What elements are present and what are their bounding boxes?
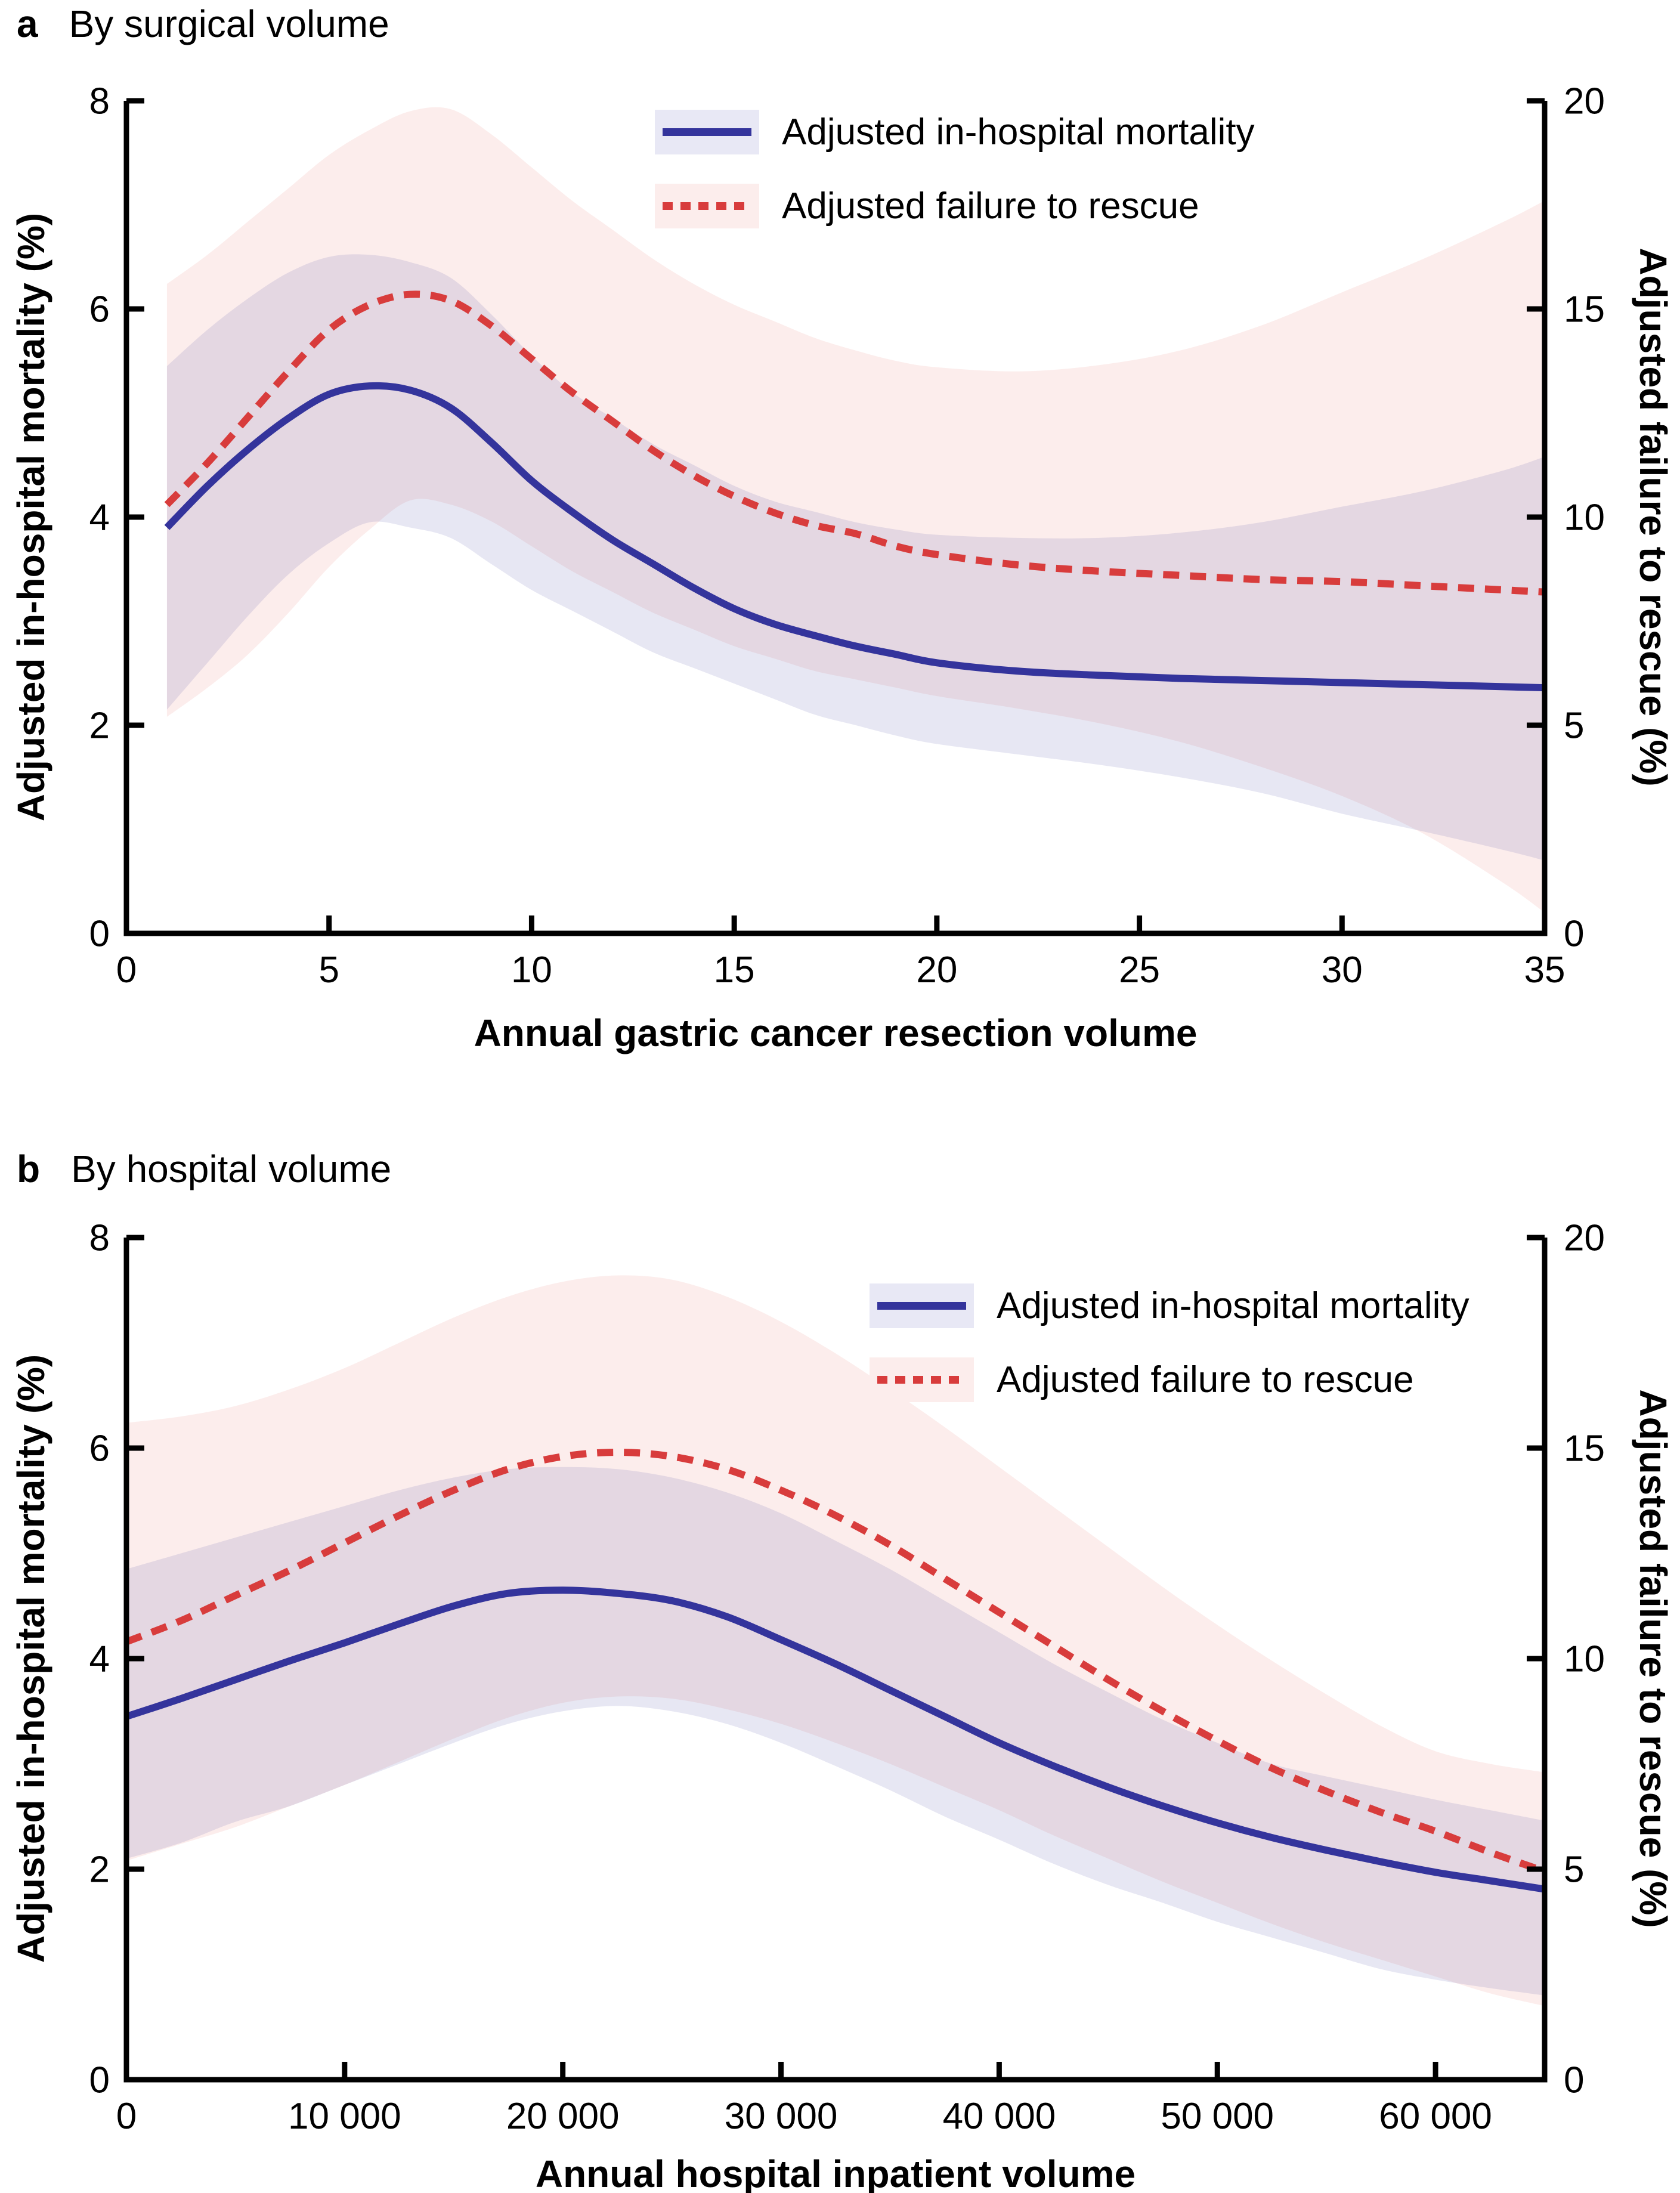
panel-b-title-text: By hospital volume (71, 1147, 392, 1190)
panel-b-plot: 0 10 000 20 000 30 000 40 000 50 000 60 000 0 2 4… (89, 1218, 1605, 2137)
mortality-line-b (125, 1586, 1545, 1893)
panel-a-legend: Adjusted in-hospital mortality Adjusted … (655, 110, 1255, 228)
mortality-confidence-band-a (166, 254, 1545, 861)
failure-to-rescue-line-a (164, 290, 1545, 596)
panel-b-right-axis-label: Adjusted failure to rescue (%) (1632, 1389, 1675, 1928)
x-tick-label-a: 25 (1119, 949, 1160, 991)
x-tick-label-a: 10 (511, 949, 552, 991)
y-right-tick-label-a: 15 (1564, 289, 1605, 330)
y-right-tick-label-a: 10 (1564, 497, 1605, 539)
y-right-tick-label-b: 15 (1564, 1428, 1605, 1470)
y-right-tick-label-a: 5 (1564, 706, 1584, 747)
y-right-tick-label-b: 5 (1564, 1849, 1584, 1891)
failure-to-rescue-confidence-band-a (166, 107, 1545, 913)
y-left-tick-label-a: 0 (89, 914, 110, 955)
x-tick-label-a: 0 (116, 949, 137, 991)
legend-label-failure-to-rescue: Adjusted failure to rescue (997, 1359, 1414, 1400)
legend-item-mortality: Adjusted in-hospital mortality (870, 1283, 1469, 1328)
y-left-tick-label-b: 8 (89, 1218, 110, 1259)
y-left-tick-label-a: 2 (89, 706, 110, 747)
y-left-tick-label-b: 4 (89, 1639, 110, 1680)
y-left-tick-label-a: 6 (89, 289, 110, 330)
x-tick-label-a: 20 (916, 949, 957, 991)
legend-label-mortality: Adjusted in-hospital mortality (997, 1285, 1469, 1326)
y-right-tick-label-b: 20 (1564, 1218, 1605, 1259)
x-tick-label-b: 60 000 (1379, 2096, 1492, 2137)
panel-a-right-axis-label: Adjusted failure to rescue (%) (1632, 248, 1675, 787)
y-right-tick-label-a: 0 (1564, 914, 1584, 955)
x-tick-label-b: 10 000 (288, 2096, 401, 2137)
y-left-tick-label-b: 2 (89, 1849, 110, 1891)
panel-b-left-axis-label: Adjusted in-hospital mortality (%) (10, 1354, 52, 1963)
y-right-tick-label-b: 10 (1564, 1639, 1605, 1680)
mortality-line-swatch (870, 1283, 974, 1328)
x-tick-label-b: 50 000 (1161, 2096, 1274, 2137)
legend-item-mortality: Adjusted in-hospital mortality (655, 110, 1255, 154)
y-left-tick-label-a: 8 (89, 81, 110, 122)
panel-b-letter: b (17, 1147, 41, 1190)
x-tick-label-a: 5 (318, 949, 339, 991)
x-tick-label-b: 30 000 (725, 2096, 838, 2137)
panel-b-title: b By hospital volume (17, 1150, 391, 1188)
panel-a-left-axis-label: Adjusted in-hospital mortality (%) (10, 212, 52, 822)
legend-label-failure-to-rescue: Adjusted failure to rescue (782, 185, 1199, 227)
x-tick-label-b: 20 000 (506, 2096, 620, 2137)
failure-to-rescue-line-swatch (870, 1357, 974, 1402)
x-tick-label-a: 35 (1524, 949, 1565, 991)
y-left-tick-label-b: 6 (89, 1428, 110, 1470)
failure-to-rescue-line-b (125, 1449, 1546, 1875)
panel-a-title-text: By surgical volume (69, 2, 389, 45)
legend-item-failure-to-rescue: Adjusted failure to rescue (870, 1357, 1469, 1402)
y-right-tick-label-a: 20 (1564, 81, 1605, 122)
mortality-line-swatch (655, 110, 759, 154)
x-tick-label-a: 15 (714, 949, 755, 991)
x-tick-label-b: 40 000 (943, 2096, 1056, 2137)
y-left-tick-label-b: 0 (89, 2060, 110, 2101)
failure-to-rescue-line-swatch (655, 184, 759, 228)
y-left-tick-label-a: 4 (89, 497, 110, 539)
x-tick-label-a: 30 (1322, 949, 1363, 991)
x-tick-label-b: 0 (116, 2096, 137, 2137)
legend-label-mortality: Adjusted in-hospital mortality (782, 112, 1255, 153)
panel-b-legend: Adjusted in-hospital mortality Adjusted … (870, 1283, 1469, 1402)
panel-b-x-axis-label: Annual hospital inpatient volume (535, 2152, 1136, 2193)
panel-a-x-axis-label: Annual gastric cancer resection volume (474, 1012, 1198, 1054)
panel-a-title: a By surgical volume (17, 5, 389, 43)
panel-a-letter: a (17, 2, 38, 45)
failure-to-rescue-confidence-band-b (126, 1275, 1545, 2006)
y-right-tick-label-b: 0 (1564, 2060, 1584, 2101)
mortality-line-a (164, 382, 1545, 692)
legend-item-failure-to-rescue: Adjusted failure to rescue (655, 184, 1255, 228)
